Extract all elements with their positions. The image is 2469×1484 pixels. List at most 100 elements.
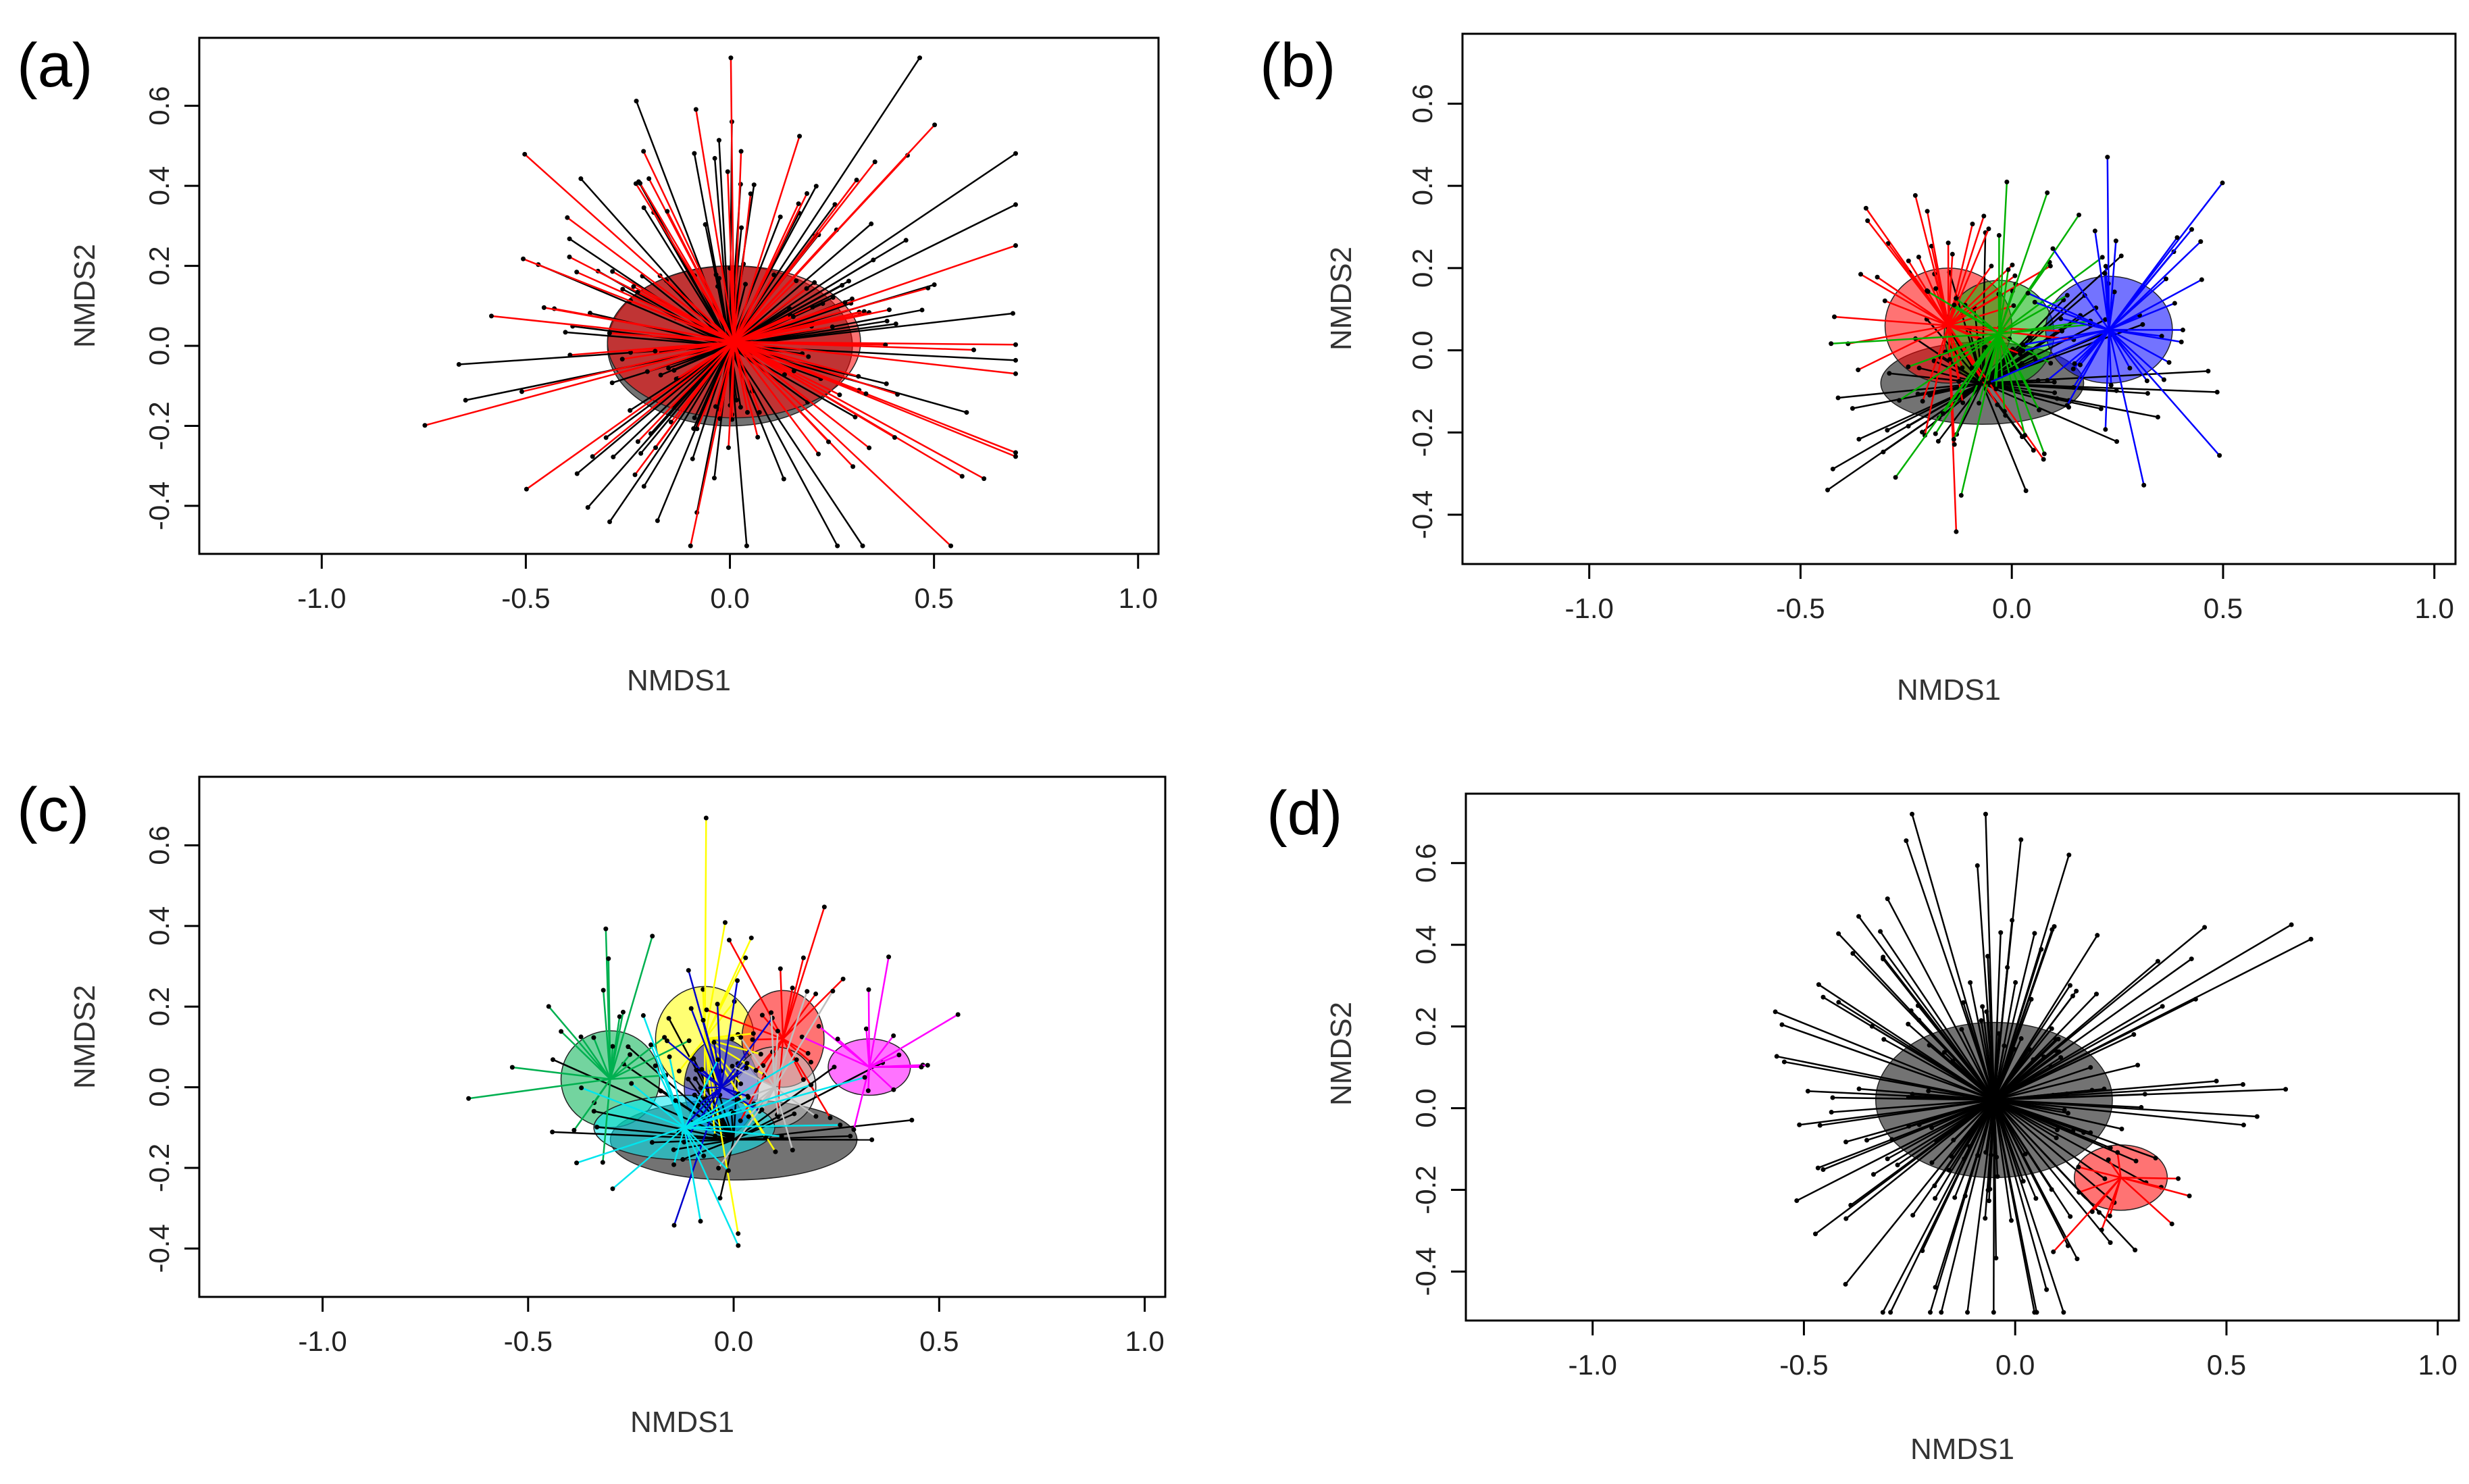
spider-line xyxy=(666,211,735,342)
data-point xyxy=(1984,1009,1989,1015)
data-point xyxy=(790,986,795,991)
data-point xyxy=(1995,1174,2000,1179)
spider-line xyxy=(868,956,890,1067)
data-point xyxy=(856,374,861,379)
data-point xyxy=(1969,365,1975,370)
data-point xyxy=(692,415,697,420)
data-point xyxy=(1910,1212,1916,1218)
data-point xyxy=(1960,365,1965,370)
data-point xyxy=(606,956,611,961)
data-point xyxy=(1774,1054,1779,1059)
spider-line xyxy=(1993,1099,2074,1132)
spider-line xyxy=(2108,328,2182,343)
data-point xyxy=(2174,235,2180,240)
data-point xyxy=(1864,1137,1870,1143)
data-point xyxy=(686,1038,692,1044)
data-point xyxy=(591,1035,596,1040)
data-point xyxy=(2220,180,2225,186)
data-point xyxy=(1933,1196,1938,1201)
spider-line xyxy=(635,183,735,342)
data-point xyxy=(792,1111,797,1117)
data-point xyxy=(1781,1059,1787,1065)
data-point xyxy=(755,434,761,440)
data-point xyxy=(1929,1160,1935,1165)
spider-line xyxy=(1993,938,2312,1101)
spider-line xyxy=(1993,1099,2112,1244)
spider-line xyxy=(729,345,864,546)
data-point xyxy=(2075,1256,2080,1262)
x-tick-label: 0.0 xyxy=(1995,1349,2035,1381)
data-point xyxy=(607,330,612,336)
spider-line xyxy=(1993,1099,2100,1213)
data-point xyxy=(2108,382,2114,388)
data-point xyxy=(2289,922,2294,927)
data-point xyxy=(886,954,892,960)
spider-line xyxy=(684,1127,782,1137)
data-point xyxy=(610,269,615,274)
data-point xyxy=(2064,292,2070,298)
data-point xyxy=(2097,1210,2102,1215)
data-point xyxy=(1794,1198,1800,1204)
data-point xyxy=(578,1034,584,1040)
data-point xyxy=(635,289,640,295)
spider-line xyxy=(521,340,734,393)
spider-line xyxy=(1977,333,2000,384)
series-group-2 xyxy=(422,55,1019,548)
data-point xyxy=(2064,403,2070,408)
spider-line xyxy=(704,1000,736,1040)
data-point xyxy=(2041,451,2047,457)
data-point xyxy=(2283,1087,2289,1092)
data-point xyxy=(603,435,609,440)
data-point xyxy=(717,416,723,421)
data-point xyxy=(2032,931,2037,936)
data-point xyxy=(585,505,590,510)
data-point xyxy=(691,426,696,431)
spider-line xyxy=(1993,1099,2258,1118)
data-point xyxy=(2166,360,2172,365)
data-point xyxy=(620,1009,626,1015)
x-tick-label: 1.0 xyxy=(1125,1325,1164,1357)
spider-line xyxy=(1832,382,1983,470)
data-point xyxy=(828,1115,833,1121)
spider-line xyxy=(643,345,731,487)
data-point xyxy=(730,1036,735,1042)
data-point xyxy=(2103,263,2108,269)
data-point xyxy=(851,1127,857,1132)
y-tick-label: 0.6 xyxy=(143,825,175,865)
spider-line xyxy=(609,1036,665,1080)
data-point xyxy=(849,296,855,301)
spider-line xyxy=(2108,329,2220,457)
spider-line xyxy=(567,217,735,343)
data-point xyxy=(666,365,671,371)
spider-line xyxy=(573,1078,611,1131)
data-point xyxy=(805,989,810,994)
data-point xyxy=(1920,399,1925,404)
data-point xyxy=(1986,1198,1991,1204)
data-point xyxy=(2176,1176,2181,1181)
spider-line xyxy=(1993,932,2002,1100)
data-point xyxy=(1975,863,1980,868)
data-point xyxy=(2044,1287,2050,1292)
spider-line xyxy=(1993,1099,2115,1204)
data-point xyxy=(1881,1037,1887,1042)
data-point xyxy=(816,451,821,457)
data-point xyxy=(1927,392,1933,398)
data-point xyxy=(790,1148,795,1153)
spider-line xyxy=(576,345,731,475)
y-axis: -0.4 -0.2 0.0 0.2 0.4 0.6 xyxy=(1406,84,1462,539)
data-point xyxy=(769,1010,774,1015)
spider-line xyxy=(1846,1099,1995,1220)
spider-line xyxy=(594,1110,734,1141)
data-point xyxy=(626,1044,631,1050)
spider-line xyxy=(1858,915,1995,1101)
data-point xyxy=(1906,1021,1911,1027)
data-point xyxy=(699,1067,705,1072)
data-point xyxy=(2135,1063,2141,1068)
data-point xyxy=(2018,837,2024,842)
data-point xyxy=(541,305,546,310)
data-point xyxy=(1946,1167,1952,1173)
data-point xyxy=(884,381,889,386)
data-point xyxy=(2010,262,2015,267)
spider-line xyxy=(1921,325,1950,402)
data-point xyxy=(1986,380,1991,386)
